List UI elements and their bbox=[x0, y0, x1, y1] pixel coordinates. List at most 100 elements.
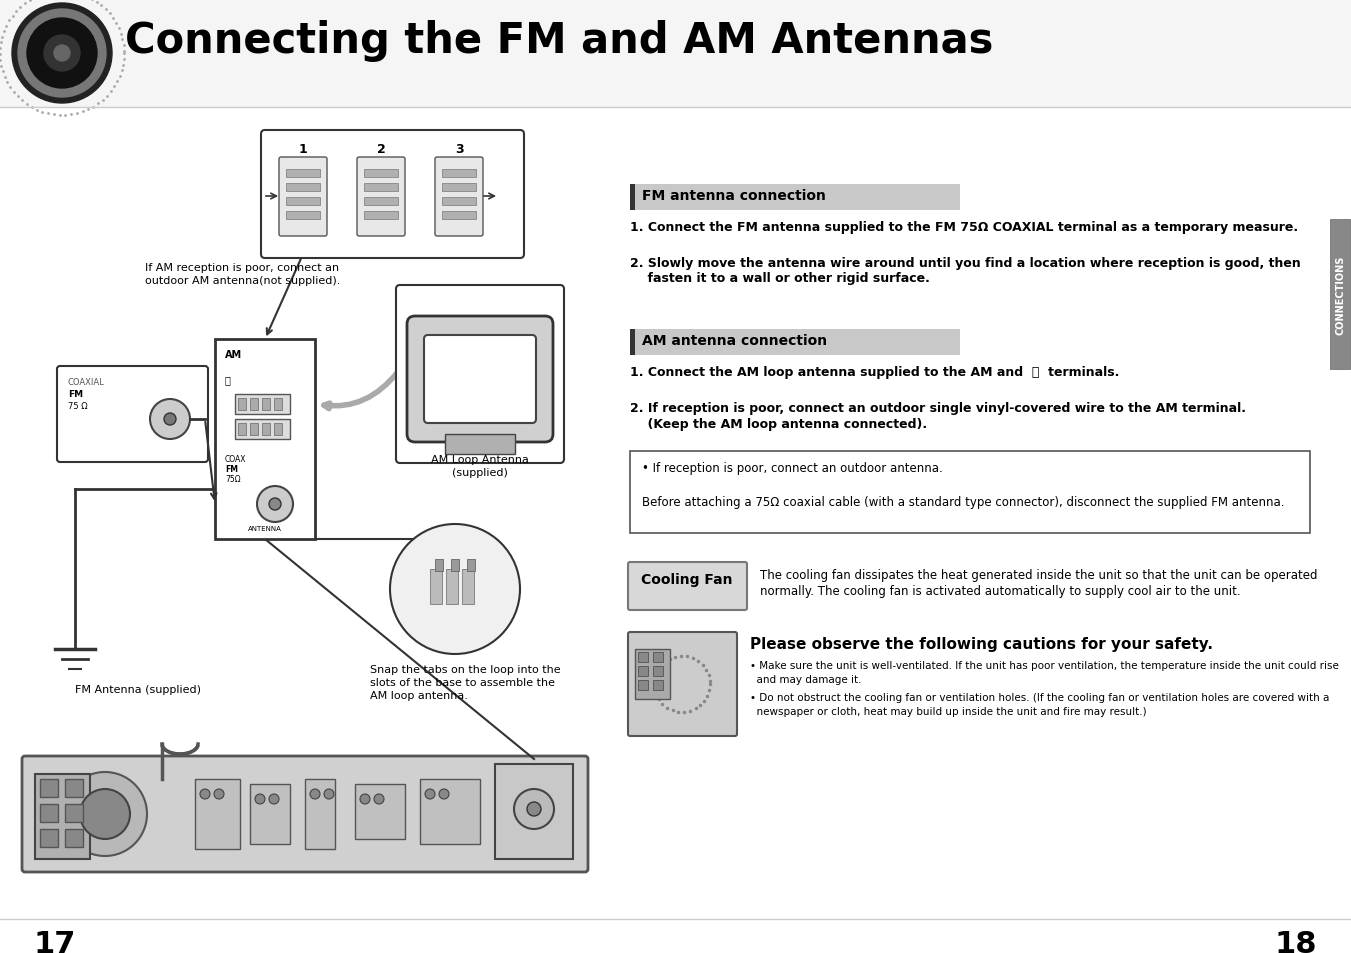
Bar bbox=[363, 184, 399, 192]
Text: Connecting the FM and AM Antennas: Connecting the FM and AM Antennas bbox=[126, 20, 993, 62]
Text: 3: 3 bbox=[455, 143, 463, 156]
FancyBboxPatch shape bbox=[628, 633, 738, 737]
Text: and may damage it.: and may damage it. bbox=[750, 675, 862, 684]
Bar bbox=[630, 330, 635, 355]
Text: (Keep the AM loop antenna connected).: (Keep the AM loop antenna connected). bbox=[630, 417, 927, 431]
Text: CONNECTIONS: CONNECTIONS bbox=[1335, 255, 1346, 335]
Text: • Do not obstruct the cooling fan or ventilation holes. (If the cooling fan or v: • Do not obstruct the cooling fan or ven… bbox=[750, 692, 1329, 702]
Text: FM antenna connection: FM antenna connection bbox=[642, 189, 825, 203]
Text: AM: AM bbox=[226, 350, 242, 359]
Bar bbox=[41, 780, 58, 797]
Circle shape bbox=[390, 524, 520, 655]
Bar bbox=[630, 452, 1310, 534]
Circle shape bbox=[359, 794, 370, 804]
Text: COAXIAL: COAXIAL bbox=[68, 377, 105, 387]
Bar bbox=[235, 419, 290, 439]
Circle shape bbox=[200, 789, 209, 800]
FancyBboxPatch shape bbox=[435, 158, 484, 236]
Text: 75Ω: 75Ω bbox=[226, 475, 240, 483]
Circle shape bbox=[426, 789, 435, 800]
Text: Before attaching a 75Ω coaxial cable (with a standard type connector), disconnec: Before attaching a 75Ω coaxial cable (wi… bbox=[642, 496, 1285, 509]
Bar bbox=[355, 784, 405, 840]
Circle shape bbox=[269, 794, 280, 804]
Text: ANTENNA: ANTENNA bbox=[249, 525, 282, 532]
FancyBboxPatch shape bbox=[407, 316, 553, 442]
Circle shape bbox=[150, 399, 190, 439]
Circle shape bbox=[374, 794, 384, 804]
Text: Cooling Fan: Cooling Fan bbox=[642, 573, 732, 586]
Circle shape bbox=[27, 19, 97, 89]
Bar bbox=[653, 680, 663, 690]
Bar bbox=[65, 804, 82, 822]
Bar bbox=[1329, 220, 1350, 370]
Text: The cooling fan dissipates the heat generated inside the unit so that the unit c: The cooling fan dissipates the heat gene… bbox=[761, 568, 1317, 581]
Bar bbox=[305, 780, 335, 849]
Text: (supplied): (supplied) bbox=[453, 468, 508, 477]
Text: AM antenna connection: AM antenna connection bbox=[642, 334, 827, 348]
Bar bbox=[420, 780, 480, 844]
Circle shape bbox=[269, 498, 281, 511]
Text: 2: 2 bbox=[377, 143, 385, 156]
Bar bbox=[35, 774, 91, 859]
Text: fasten it to a wall or other rigid surface.: fasten it to a wall or other rigid surfa… bbox=[630, 272, 929, 285]
Circle shape bbox=[513, 789, 554, 829]
Text: 2. If reception is poor, connect an outdoor single vinyl-covered wire to the AM : 2. If reception is poor, connect an outd… bbox=[630, 401, 1246, 415]
Bar bbox=[215, 339, 315, 539]
Text: AM Loop Antenna: AM Loop Antenna bbox=[431, 455, 530, 464]
Circle shape bbox=[45, 36, 80, 71]
Bar bbox=[250, 784, 290, 844]
Bar bbox=[630, 185, 635, 211]
Circle shape bbox=[12, 4, 112, 104]
Text: newspaper or cloth, heat may build up inside the unit and fire may result.): newspaper or cloth, heat may build up in… bbox=[750, 706, 1147, 717]
Circle shape bbox=[257, 486, 293, 522]
Bar bbox=[653, 666, 663, 677]
Bar bbox=[65, 780, 82, 797]
Bar bbox=[363, 212, 399, 220]
Bar bbox=[442, 170, 476, 178]
Bar bbox=[451, 559, 459, 572]
Text: COAX: COAX bbox=[226, 455, 246, 463]
Bar bbox=[65, 829, 82, 847]
Bar bbox=[363, 170, 399, 178]
Bar bbox=[238, 423, 246, 436]
Circle shape bbox=[213, 789, 224, 800]
Circle shape bbox=[439, 789, 449, 800]
Bar bbox=[467, 559, 476, 572]
Bar bbox=[430, 569, 442, 604]
Text: FM: FM bbox=[226, 464, 238, 474]
Bar bbox=[630, 330, 961, 355]
Bar bbox=[442, 198, 476, 206]
Bar bbox=[444, 435, 515, 455]
Text: FM Antenna (supplied): FM Antenna (supplied) bbox=[76, 684, 201, 695]
Text: 1. Connect the FM antenna supplied to the FM 75Ω COAXIAL terminal as a temporary: 1. Connect the FM antenna supplied to th… bbox=[630, 221, 1298, 233]
Bar bbox=[250, 423, 258, 436]
Bar bbox=[286, 170, 320, 178]
Bar bbox=[442, 212, 476, 220]
Bar bbox=[462, 569, 474, 604]
Text: outdoor AM antenna(not supplied).: outdoor AM antenna(not supplied). bbox=[145, 275, 340, 286]
Circle shape bbox=[527, 802, 540, 816]
Text: 1: 1 bbox=[299, 143, 308, 156]
FancyBboxPatch shape bbox=[396, 286, 563, 463]
Bar bbox=[635, 649, 670, 700]
Text: ᴥ: ᴥ bbox=[226, 375, 231, 385]
Circle shape bbox=[80, 789, 130, 840]
Text: slots of the base to assemble the: slots of the base to assemble the bbox=[370, 678, 555, 687]
Bar bbox=[262, 398, 270, 411]
Bar bbox=[238, 398, 246, 411]
Circle shape bbox=[309, 789, 320, 800]
FancyBboxPatch shape bbox=[22, 757, 588, 872]
Circle shape bbox=[324, 789, 334, 800]
Bar bbox=[286, 198, 320, 206]
Bar bbox=[250, 398, 258, 411]
Bar bbox=[630, 185, 961, 211]
Bar bbox=[41, 804, 58, 822]
Bar bbox=[435, 559, 443, 572]
Text: • Make sure the unit is well-ventilated. If the unit has poor ventilation, the t: • Make sure the unit is well-ventilated.… bbox=[750, 660, 1339, 670]
Bar bbox=[195, 780, 240, 849]
Text: 1. Connect the AM loop antenna supplied to the AM and  ᴥ  terminals.: 1. Connect the AM loop antenna supplied … bbox=[630, 366, 1120, 378]
Text: If AM reception is poor, connect an: If AM reception is poor, connect an bbox=[145, 263, 339, 273]
Circle shape bbox=[18, 10, 105, 98]
Bar bbox=[446, 569, 458, 604]
Bar bbox=[286, 184, 320, 192]
